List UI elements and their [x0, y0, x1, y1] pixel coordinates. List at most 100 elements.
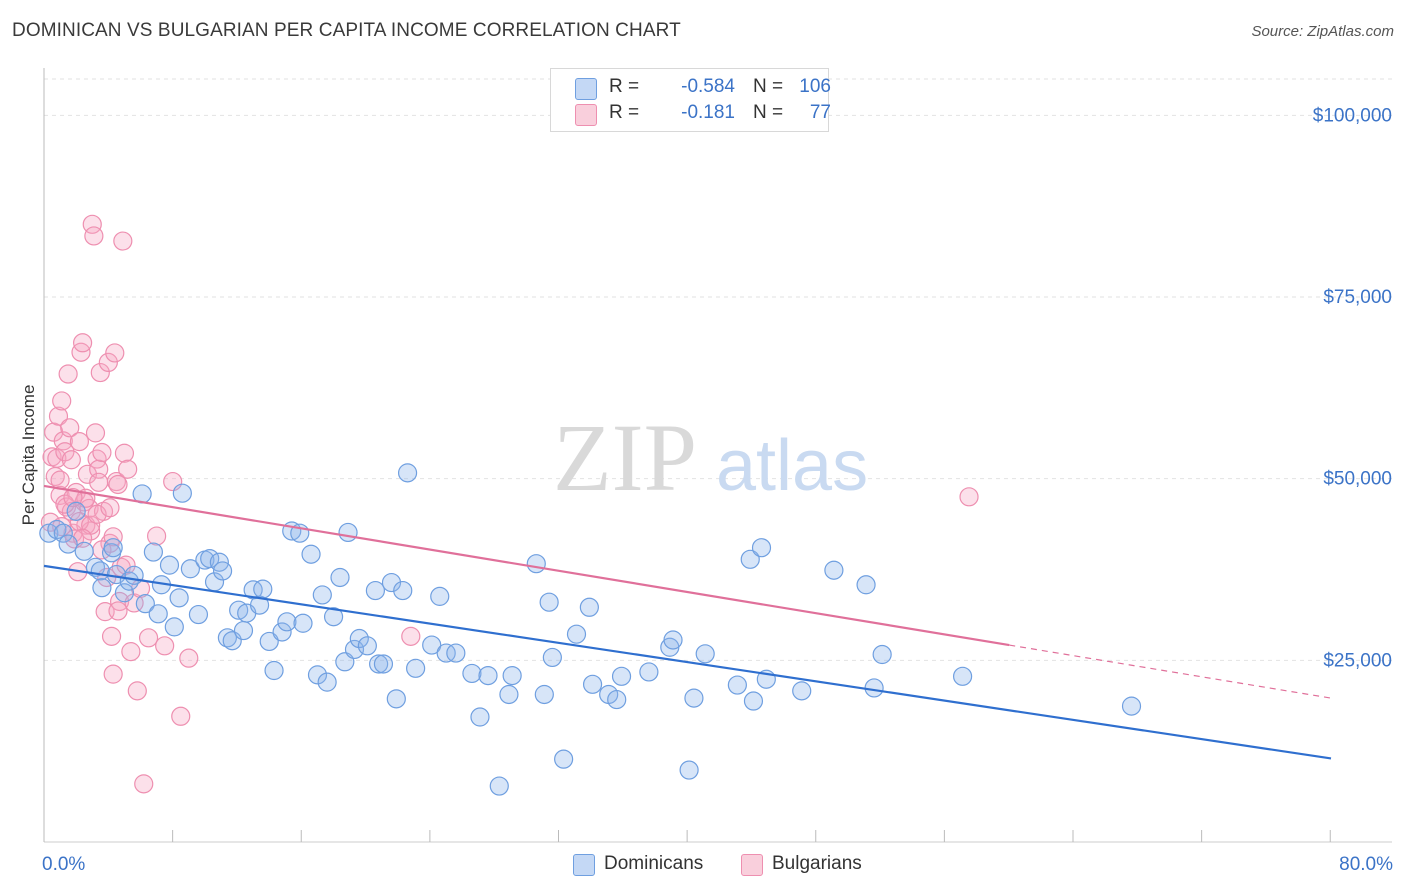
bulgarians-point — [98, 352, 118, 372]
dominicans-point — [792, 681, 812, 701]
dominicans-point — [381, 572, 402, 593]
dominicans-point — [272, 622, 292, 642]
watermark-atlas: atlas — [716, 426, 868, 506]
dominicans-point — [611, 666, 632, 686]
bulgarians-point — [155, 636, 175, 656]
bulgarians-point — [100, 498, 120, 518]
bulgarians-point — [81, 521, 101, 541]
y-tick-label: $75,000 — [1323, 287, 1392, 308]
dominicans-point — [103, 538, 123, 558]
dominicans-point — [582, 674, 603, 694]
bulgarians-point — [101, 626, 122, 646]
y-tick-label: $100,000 — [1313, 105, 1392, 126]
dominicans-point — [66, 501, 86, 521]
dominicans-point — [338, 522, 358, 543]
bulgarians-point — [401, 626, 421, 646]
dominicans-point — [872, 644, 892, 665]
dominicans-point — [172, 483, 192, 503]
y-axis-label: Per Capita Income — [19, 385, 38, 526]
dominicans-point — [727, 675, 747, 695]
dominicans-point — [526, 554, 546, 574]
n-label: N = — [753, 76, 784, 97]
dominicans-point — [90, 561, 110, 581]
dominicans-point — [478, 665, 498, 686]
dominicans-point — [952, 666, 973, 686]
bulgarians-point — [138, 628, 159, 648]
dominicans-point — [695, 644, 715, 664]
bulgarians-point — [84, 226, 104, 246]
dominicans-point — [393, 580, 413, 601]
bulgarians-point — [69, 432, 89, 452]
dominicans-swatch — [575, 78, 597, 100]
dominicans-point — [539, 592, 559, 612]
dominicans-point — [824, 560, 844, 580]
bulgarians-point — [127, 681, 147, 701]
watermark-zip: ZIP — [553, 404, 697, 511]
bulgarians-point — [55, 494, 75, 514]
bulgarians-point — [52, 391, 72, 411]
dominicans-point — [180, 559, 200, 579]
bulgarians-point — [134, 774, 154, 794]
dominicans-point — [58, 534, 78, 554]
dominicans-point — [365, 580, 386, 601]
y-tick-label: $25,000 — [1323, 650, 1392, 671]
dominicans-point — [639, 662, 659, 682]
grid-lines — [44, 78, 1392, 661]
dominicans-point — [164, 617, 184, 637]
dominicans-point — [74, 541, 94, 561]
r-label: R = — [609, 102, 640, 123]
n-label: N = — [753, 102, 784, 123]
bulgarians-point — [103, 527, 123, 547]
dominicans-point — [534, 684, 554, 705]
dominicans-point — [47, 519, 67, 540]
dominicans-point — [312, 585, 332, 605]
dominicans-point — [169, 588, 189, 608]
dominicans-point — [293, 613, 313, 633]
bulgarians-point — [89, 459, 109, 479]
dominicans-point — [499, 684, 519, 705]
bulgarians-point — [108, 474, 128, 495]
bulgarians-point — [85, 423, 106, 443]
source-credit: Source: ZipAtlas.com — [1251, 23, 1394, 40]
dominicans-point — [679, 760, 699, 780]
dominicans-point — [462, 663, 482, 684]
n-value-bulgarians: 77 — [809, 102, 831, 123]
dominicans-point — [607, 689, 627, 710]
dominicans-point — [349, 628, 369, 649]
dominicans-point — [249, 595, 270, 615]
dominicans-point — [864, 678, 884, 698]
chart-title: DOMINICAN VS BULGARIAN PER CAPITA INCOME… — [12, 20, 681, 41]
bulgarians-swatch — [575, 104, 597, 126]
dominicans-point — [740, 549, 760, 569]
dominicans-point — [317, 672, 337, 692]
r-value-dominicans: -0.584 — [681, 76, 735, 97]
r-value-bulgarians: -0.181 — [681, 102, 735, 123]
dominicans-point — [92, 578, 112, 598]
y-tick-label: $50,000 — [1323, 469, 1392, 490]
dominicans-point — [114, 583, 135, 603]
bulgarians-point — [959, 487, 979, 507]
dominicans-point — [143, 542, 163, 562]
dominicans-point — [446, 643, 466, 663]
bulgarians-point — [60, 418, 80, 438]
dominicans-point — [542, 647, 562, 668]
bulgarians-point — [90, 362, 110, 383]
dominicans-point — [566, 624, 587, 644]
dominicans-point — [743, 691, 764, 711]
dominicans-point — [135, 594, 155, 614]
bulgarians-point — [55, 442, 75, 462]
dominicans-point — [212, 561, 233, 581]
bulgarians-point — [73, 333, 93, 353]
bulgarians-point — [179, 648, 199, 668]
dominicans-point — [856, 575, 876, 595]
dominicans-point — [53, 523, 73, 543]
axes — [43, 68, 1392, 843]
dominicans-point — [233, 620, 254, 641]
dominicans-point — [1121, 696, 1142, 716]
bulgarians-trend-line — [43, 484, 1010, 647]
dominicans-point — [386, 689, 406, 709]
stats-legend: R = -0.584 N = 106 R = -0.181 N = 77 — [550, 68, 831, 132]
dominicans-point — [397, 463, 418, 483]
bulgarians-point — [118, 459, 138, 479]
